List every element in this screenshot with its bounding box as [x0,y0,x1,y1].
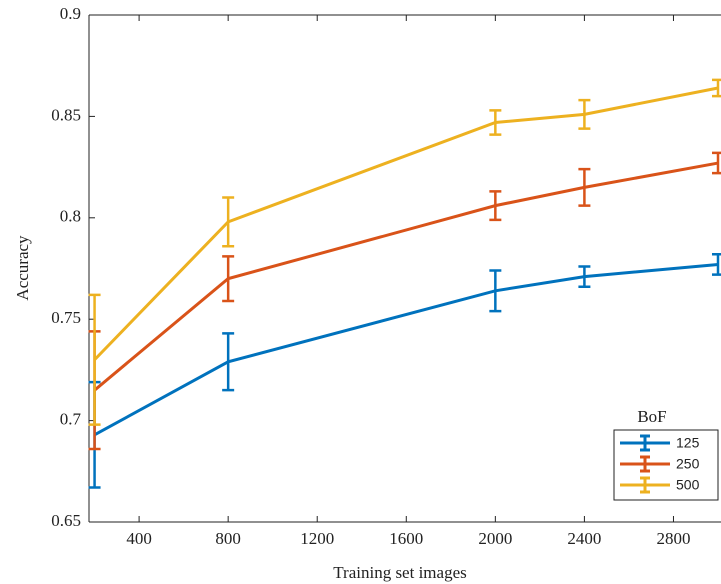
error-bar [88,293,101,426]
x-tick-label: 800 [215,529,241,548]
error-bar [489,109,502,136]
error-bar [489,269,502,313]
x-tick-label: 400 [126,529,152,548]
x-tick-label: 2000 [478,529,512,548]
y-tick-label: 0.85 [51,105,81,124]
legend-title: BoF [637,407,666,426]
error-bar [489,190,502,222]
y-axis-label: Accuracy [13,235,32,301]
y-tick-label: 0.9 [60,4,81,23]
data-line [93,262,719,437]
data-line [93,161,719,392]
y-tick-label: 0.75 [51,308,81,327]
error-bar [222,255,235,303]
error-bar [222,332,235,392]
error-bar [712,78,721,98]
error-bar [578,98,591,130]
legend-swatch [620,434,670,452]
error-bar [222,196,235,248]
y-tick-label: 0.7 [60,410,82,429]
legend-swatch [620,455,670,473]
error-bar [712,253,721,276]
x-axis-label: Training set images [333,563,466,582]
data-line [93,86,719,361]
legend-label: 250 [676,456,700,472]
y-tick-label: 0.8 [60,207,81,226]
legend-label: 125 [676,435,700,451]
error-bar [578,167,591,207]
y-tick-label: 0.65 [51,511,81,530]
x-tick-label: 2400 [567,529,601,548]
x-tick-label: 2800 [656,529,690,548]
x-tick-label: 1600 [389,529,423,548]
error-bar [712,151,721,175]
error-bar [578,265,591,289]
legend-swatch [620,476,670,494]
x-tick-label: 1200 [300,529,334,548]
legend-label: 500 [676,477,700,493]
